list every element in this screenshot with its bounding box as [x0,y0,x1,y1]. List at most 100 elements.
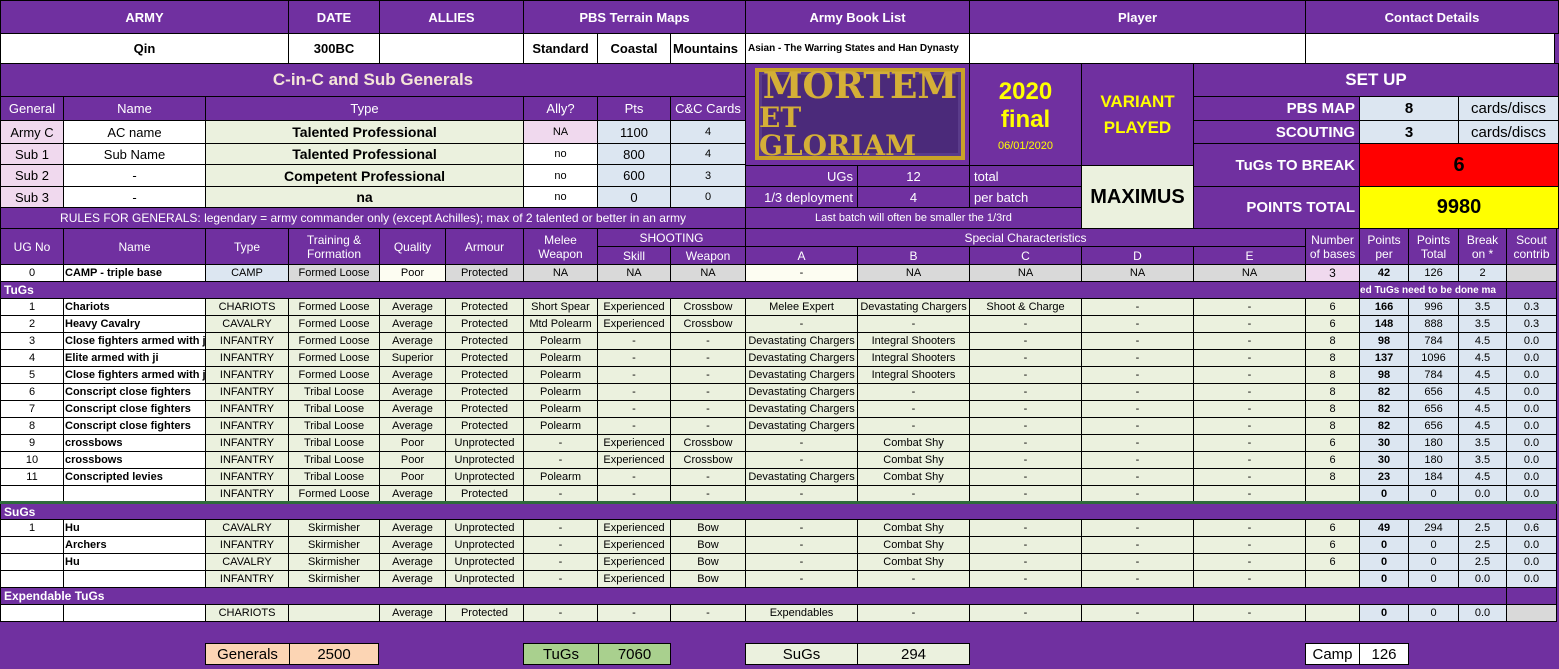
cell-ug-no[interactable]: 7 [0,400,64,418]
cell-skill[interactable]: - [597,366,671,384]
cell-type[interactable]: INFANTRY [205,332,289,350]
cell-name[interactable]: Close fighters armed with ji [63,332,206,350]
cell-special-a[interactable]: Devastating Chargers [745,468,859,486]
cell-melee[interactable]: Polearm [523,468,598,486]
cell-special-a[interactable]: Devastating Chargers [745,349,859,367]
cell-special-c[interactable]: - [969,468,1083,486]
cell-scout-contrib[interactable]: 0.3 [1506,298,1558,316]
cell-armour[interactable]: Protected [445,264,524,282]
general-type-cell[interactable]: na [205,186,524,208]
general-ally-cell[interactable]: no [523,143,598,165]
cell-break-on[interactable]: 4.5 [1458,366,1508,384]
cell-armour[interactable]: Protected [445,366,524,384]
cell-quality[interactable]: Average [379,383,446,401]
cell-points-total[interactable]: 184 [1408,468,1460,486]
cell-name[interactable]: Close fighters armed with ji [63,366,206,384]
cell-armour[interactable]: Unprotected [445,553,524,571]
cell-special-e[interactable]: - [1193,519,1307,537]
cell-melee[interactable]: Polearm [523,417,598,435]
cell-special-e[interactable]: - [1193,451,1307,469]
cell-scout-contrib[interactable]: 0.0 [1506,553,1558,571]
cell-special-b[interactable]: - [857,400,971,418]
cell-special-e[interactable]: - [1193,485,1307,503]
cell-skill[interactable]: - [597,468,671,486]
cell-points-total[interactable]: 656 [1408,400,1460,418]
cell-type[interactable]: INFANTRY [205,400,289,418]
cell-special-c[interactable]: - [969,417,1083,435]
cell-break-on[interactable]: 4.5 [1458,468,1508,486]
cell-break-on[interactable]: 0.0 [1458,570,1508,588]
cell-quality[interactable]: Average [379,570,446,588]
cell-special-a[interactable]: - [745,451,859,469]
cell-break-on[interactable]: 0.0 [1458,604,1508,622]
cell-weapon[interactable]: - [669,332,747,350]
cell-special-e[interactable]: - [1193,468,1307,486]
cell-skill[interactable]: - [597,383,671,401]
cell-quality[interactable]: Average [379,332,446,350]
cell-points-per[interactable]: 49 [1359,519,1410,537]
cell-armour[interactable]: Protected [445,604,524,622]
cell-skill[interactable]: Experienced [597,553,671,571]
cell-name[interactable]: CAMP - triple base [63,264,206,282]
cell-ug-no[interactable]: 3 [0,332,64,350]
cell-name[interactable]: Hu [63,519,206,537]
cell-points-total[interactable]: 888 [1408,315,1460,333]
cell-training[interactable]: Skirmisher [288,536,380,554]
cell-points-per[interactable]: 82 [1359,417,1410,435]
cell-quality[interactable]: Poor [379,468,446,486]
cell-melee[interactable]: - [523,536,598,554]
general-name-cell[interactable]: AC name [63,120,206,144]
cell-type[interactable]: INFANTRY [205,536,289,554]
cell-training[interactable]: Formed Loose [288,315,380,333]
cell-special-a[interactable]: Devastating Chargers [745,383,859,401]
cell-special-c[interactable]: - [969,434,1083,452]
cell-training[interactable]: Formed Loose [288,298,380,316]
cell-break-on[interactable]: 4.5 [1458,383,1508,401]
cell-special-c[interactable]: - [969,536,1083,554]
cell-type[interactable]: INFANTRY [205,349,289,367]
cell-special-d[interactable]: - [1081,468,1195,486]
cell-points-total[interactable]: 656 [1408,417,1460,435]
general-ally-cell[interactable]: NA [523,120,598,144]
cell-points-per[interactable]: 23 [1359,468,1410,486]
cell-special-a[interactable]: Expendables [745,604,859,622]
cell-bases[interactable]: 8 [1305,400,1361,418]
cell-ug-no[interactable] [0,604,64,622]
cell-special-e[interactable]: - [1193,553,1307,571]
cell-quality[interactable]: Average [379,604,446,622]
cell-skill[interactable]: Experienced [597,570,671,588]
cell-skill[interactable]: - [597,349,671,367]
cell-points-per[interactable]: 82 [1359,400,1410,418]
cell-special-a[interactable]: Devastating Chargers [745,417,859,435]
cell-melee[interactable]: - [523,519,598,537]
cell-special-e[interactable]: - [1193,332,1307,350]
cell-name[interactable]: Hu [63,553,206,571]
cell-special-c[interactable]: - [969,570,1083,588]
cell-name[interactable]: Conscript close fighters [63,400,206,418]
cell-special-e[interactable]: - [1193,315,1307,333]
cell-training[interactable]: Tribal Loose [288,383,380,401]
cell-points-per[interactable]: 98 [1359,366,1410,384]
cell-quality[interactable]: Poor [379,264,446,282]
cell-ug-no[interactable]: 11 [0,468,64,486]
cell-bases[interactable] [1305,604,1361,622]
cell-quality[interactable]: Average [379,536,446,554]
cell-special-d[interactable]: - [1081,553,1195,571]
cell-points-total[interactable]: 126 [1408,264,1460,282]
cell-weapon[interactable]: Crossbow [669,434,747,452]
cell-melee[interactable]: - [523,451,598,469]
cell-melee[interactable]: Polearm [523,332,598,350]
cell-training[interactable]: Skirmisher [288,519,380,537]
cell-special-e[interactable]: - [1193,604,1307,622]
cell-skill[interactable]: NA [597,264,671,282]
cell-special-c[interactable]: - [969,485,1083,503]
cell-armour[interactable]: Protected [445,349,524,367]
pbs-map-standard[interactable]: Standard [523,33,598,64]
cell-training[interactable]: Formed Loose [288,485,380,503]
cell-points-per[interactable]: 0 [1359,604,1410,622]
cell-special-d[interactable]: - [1081,383,1195,401]
cell-type[interactable]: INFANTRY [205,434,289,452]
cell-armour[interactable]: Protected [445,400,524,418]
pbs-map-value[interactable]: 8 [1359,96,1459,121]
general-cc-cards-cell[interactable]: 0 [670,186,746,208]
